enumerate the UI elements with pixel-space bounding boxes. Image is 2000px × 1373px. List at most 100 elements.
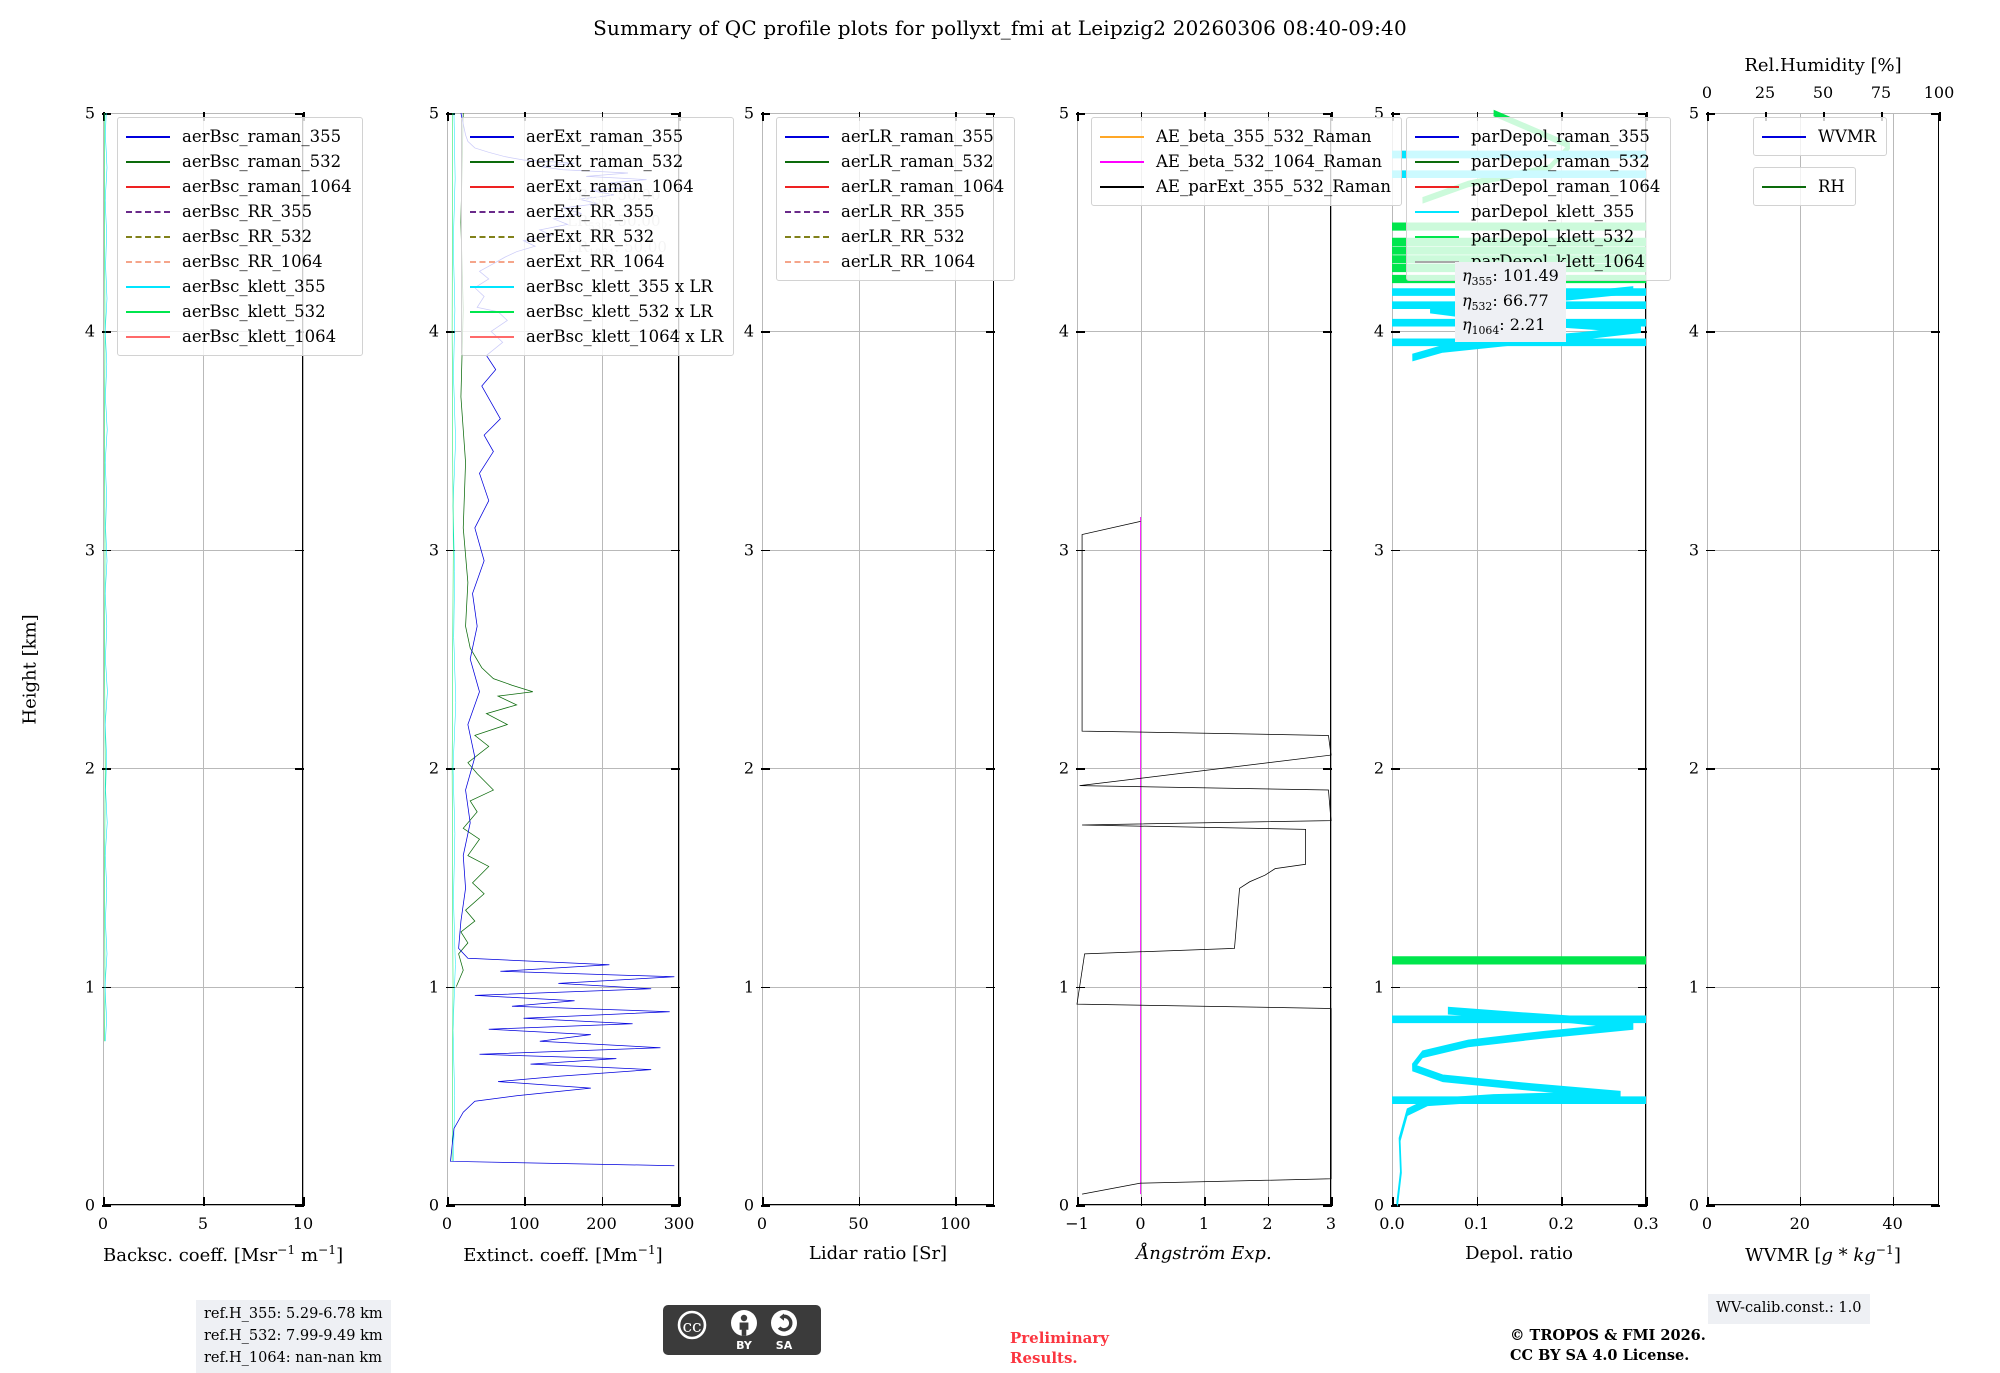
eta-annotations: η355: 101.49 η532: 66.77 η1064: 2.21	[1455, 262, 1566, 342]
y-tick-0: 0	[1373, 1195, 1384, 1215]
legend-label: AE_beta_355_532_Raman	[1156, 127, 1372, 146]
legend-item: aerBsc_klett_532	[126, 299, 352, 324]
legend-item: aerLR_raman_355	[785, 124, 1004, 149]
y-tick-1: 1	[428, 977, 439, 997]
ref-h-532: ref.H_532: 7.99-9.49 km	[204, 1327, 383, 1344]
page-title: Summary of QC profile plots for pollyxt_…	[593, 16, 1407, 40]
legend-label: aerBsc_RR_1064	[182, 252, 323, 271]
panel-lidar-ratio: 0 1 2 3 4 5 0 50 100 Lidar ratio [Sr] ae…	[744, 104, 1016, 1264]
y-tick-3: 3	[1688, 540, 1699, 560]
top-x-tick: 25	[1754, 83, 1776, 102]
legend-label: aerBsc_RR_355	[182, 202, 313, 221]
legend-swatch	[126, 235, 170, 238]
panel-wvmr: 0 1 2 3 4 5 0 20 40 WVMR [g * kg−1] 0 25…	[1689, 55, 1954, 1266]
legend-label: aerBsc_klett_355	[182, 277, 326, 296]
x-tick: 0.0	[1379, 1214, 1405, 1233]
y-tick-4: 4	[428, 321, 439, 341]
legend-swatch	[1415, 185, 1459, 188]
legend-backscatter: aerBsc_raman_355 aerBsc_raman_532 aerBsc…	[117, 117, 363, 356]
y-tick-0: 0	[1058, 1195, 1069, 1215]
legend-label: aerExt_raman_532	[526, 152, 684, 171]
cc-license-badge[interactable]: cc BY SA	[663, 1305, 821, 1355]
y-tick-2: 2	[1058, 758, 1069, 778]
legend-swatch	[470, 160, 514, 163]
legend-item: aerBsc_RR_1064	[126, 249, 352, 274]
legend-swatch	[126, 260, 170, 263]
legend-swatch	[470, 135, 514, 138]
legend-swatch	[126, 310, 170, 313]
legend-swatch	[126, 210, 170, 213]
legend-swatch	[470, 210, 514, 213]
legend-item: aerBsc_klett_532 x LR	[470, 299, 723, 324]
legend-label: aerExt_raman_355	[526, 127, 684, 146]
y-tick-1: 1	[743, 977, 754, 997]
y-tick-0: 0	[84, 1195, 95, 1215]
legend-label: aerBsc_raman_532	[182, 152, 342, 171]
y-tick-3: 3	[428, 540, 439, 560]
legend-swatch	[470, 260, 514, 263]
legend-swatch	[126, 285, 170, 288]
legend-label: aerBsc_klett_1064 x LR	[526, 327, 724, 346]
y-axis-title: Height [km]	[19, 614, 41, 725]
legend-label: parDepol_klett_532	[1471, 227, 1635, 246]
legend-item: AE_beta_532_1064_Raman	[1100, 149, 1391, 174]
legend-depol: parDepol_raman_355 parDepol_raman_532 pa…	[1406, 117, 1672, 281]
panel-angstrom: 0 1 2 3 4 5 −1 0 1 2 3 Ångström Exp. AE_…	[1059, 104, 1402, 1264]
legend-item: aerBsc_RR_355	[126, 199, 352, 224]
legend-item: aerLR_raman_1064	[785, 174, 1004, 199]
legend-swatch	[1415, 135, 1459, 138]
legend-label: aerBsc_klett_1064	[182, 327, 337, 346]
x-tick: 2	[1262, 1214, 1273, 1233]
axis-title-rh: Rel.Humidity [%]	[1744, 55, 1902, 76]
legend-item: aerBsc_raman_532	[126, 149, 352, 174]
legend-item: aerExt_raman_355	[470, 124, 723, 149]
legend-angstrom: AE_beta_355_532_Raman AE_beta_532_1064_R…	[1091, 117, 1402, 206]
legend-swatch	[1415, 160, 1459, 163]
legend-swatch	[126, 185, 170, 188]
legend-label: aerBsc_raman_1064	[182, 177, 352, 196]
y-tick-2: 2	[1688, 758, 1699, 778]
x-tick: 1	[1198, 1214, 1210, 1233]
legend-swatch	[785, 260, 829, 263]
legend-item: AE_parExt_355_532_Raman	[1100, 174, 1391, 199]
axis-title-angstrom: Ångström Exp.	[1136, 1243, 1272, 1264]
legend-label: RH	[1818, 177, 1845, 196]
ref-h-1064: ref.H_1064: nan-nan km	[204, 1349, 382, 1366]
svg-text:cc: cc	[682, 1317, 701, 1337]
legend-item: aerExt_raman_532	[470, 149, 723, 174]
legend-wvmr: WVMR	[1753, 117, 1888, 156]
ref-h-355: ref.H_355: 5.29-6.78 km	[204, 1306, 383, 1322]
legend-swatch	[1415, 260, 1459, 263]
y-tick-5: 5	[1373, 103, 1384, 123]
y-tick-4: 4	[1688, 321, 1699, 341]
y-tick-0: 0	[743, 1195, 754, 1215]
x-tick: 5	[197, 1214, 209, 1233]
legend-swatch	[126, 160, 170, 163]
svg-text:SA: SA	[776, 1339, 793, 1352]
x-tick: 0	[1701, 1214, 1713, 1233]
legend-label: aerLR_RR_355	[841, 202, 965, 221]
eta-1064: η1064: 2.21	[1462, 315, 1546, 338]
y-tick-2: 2	[84, 758, 95, 778]
legend-label: aerBsc_klett_532	[182, 302, 326, 321]
x-tick: 10	[292, 1214, 314, 1233]
x-tick: 0.2	[1548, 1214, 1574, 1233]
legend-label: aerExt_RR_532	[526, 227, 655, 246]
preliminary-line-1: Preliminary	[1010, 1329, 1109, 1347]
legend-label: parDepol_klett_355	[1471, 202, 1635, 221]
legend-item: aerBsc_klett_355 x LR	[470, 274, 723, 299]
legend-label: parDepol_raman_355	[1471, 127, 1650, 146]
legend-label: aerLR_RR_1064	[841, 252, 976, 271]
creative-commons-icon: cc BY SA	[677, 1310, 797, 1352]
eta-355: η355: 101.49	[1462, 266, 1559, 289]
y-tick-5: 5	[428, 103, 439, 123]
x-tick: 3	[1325, 1214, 1337, 1233]
legend-label: aerBsc_RR_532	[182, 227, 313, 246]
legend-swatch	[785, 235, 829, 238]
y-tick-3: 3	[743, 540, 754, 560]
top-x-tick: 100	[1923, 83, 1955, 102]
svg-text:BY: BY	[736, 1339, 753, 1352]
legend-swatch	[1415, 210, 1459, 213]
legend-swatch	[1100, 160, 1144, 163]
panel-extinction: 0 1 2 3 4 5 0 100 200 300 Extinct. coeff…	[429, 104, 735, 1266]
